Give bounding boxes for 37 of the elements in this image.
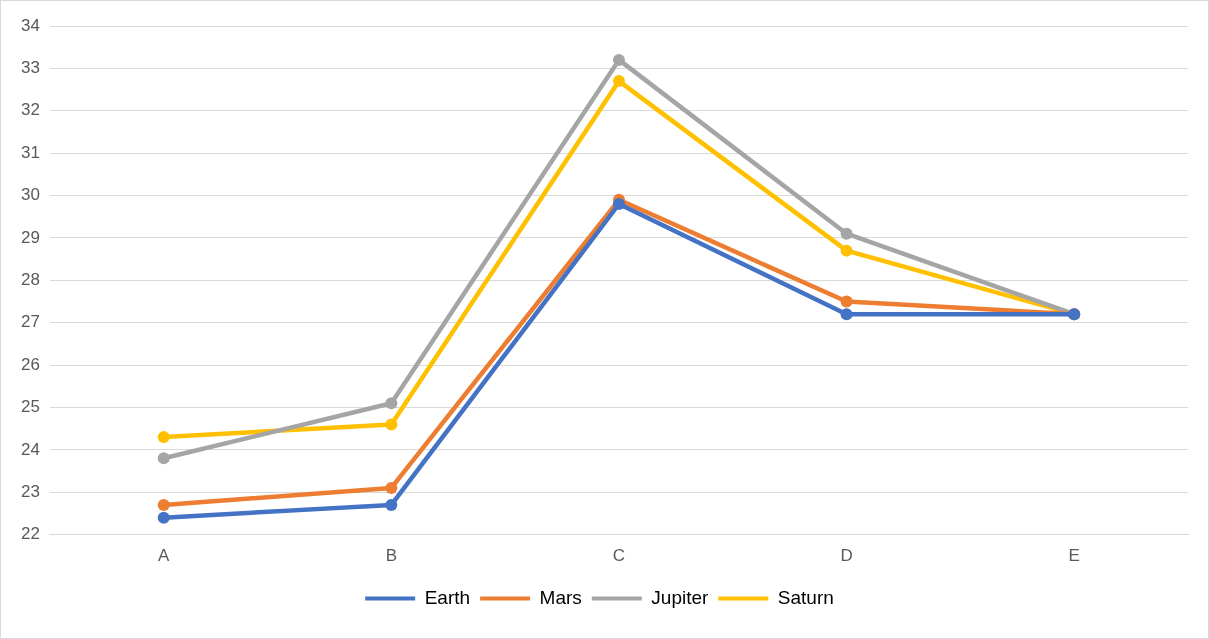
point — [612, 198, 625, 211]
point — [840, 227, 853, 240]
legend-label: Saturn — [777, 586, 834, 608]
x-tick-label: E — [1068, 546, 1080, 566]
point — [385, 481, 398, 494]
y-tick-label: 28 — [20, 269, 40, 289]
point — [840, 295, 853, 308]
point — [385, 418, 398, 431]
y-tick-label: 31 — [20, 142, 40, 162]
legend-label: Earth — [424, 586, 471, 608]
point — [840, 244, 853, 257]
y-tick-label: 22 — [20, 524, 40, 544]
point — [612, 53, 625, 66]
y-tick-label: 23 — [20, 481, 40, 501]
y-tick-label: 34 — [20, 15, 40, 35]
y-tick-label: 27 — [20, 312, 40, 332]
y-tick-label: 33 — [20, 58, 40, 78]
y-tick-label: 24 — [20, 439, 40, 459]
point — [157, 452, 170, 465]
point — [840, 308, 853, 321]
point — [157, 498, 170, 511]
legend-label: Jupiter — [651, 586, 710, 608]
point — [612, 75, 625, 88]
y-tick-label: 29 — [20, 227, 40, 247]
y-tick-label: 26 — [20, 354, 40, 374]
y-tick-label: 32 — [20, 100, 40, 120]
x-tick-label: B — [385, 546, 398, 566]
y-tick-label: 30 — [20, 185, 40, 205]
y-tick-label: 25 — [20, 397, 40, 417]
point — [157, 511, 170, 524]
x-tick-label: A — [158, 546, 171, 566]
x-tick-label: D — [840, 546, 853, 566]
x-tick-label: C — [612, 546, 626, 566]
point — [157, 431, 170, 444]
point — [385, 498, 398, 511]
point — [385, 397, 398, 410]
legend-label: Mars — [539, 586, 582, 608]
